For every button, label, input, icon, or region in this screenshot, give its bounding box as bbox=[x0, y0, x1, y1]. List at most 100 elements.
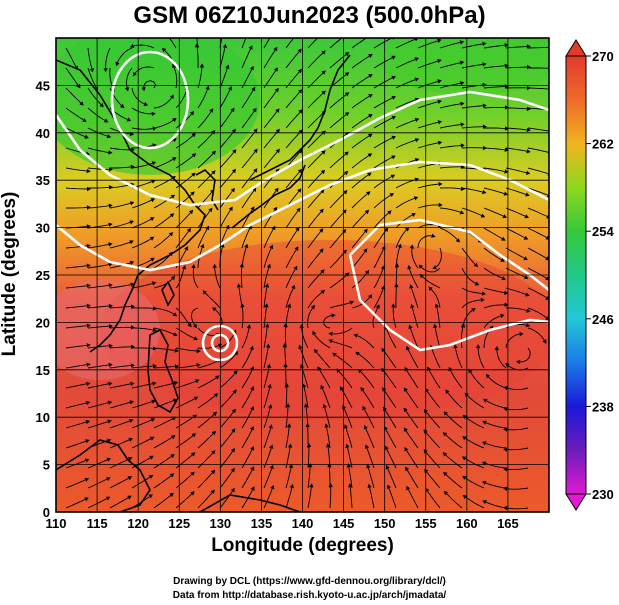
streamline-arrow bbox=[130, 344, 135, 349]
streamline-arrow bbox=[308, 463, 313, 468]
streamline bbox=[411, 307, 419, 329]
streamline-arrow bbox=[250, 466, 255, 471]
streamline bbox=[527, 247, 547, 259]
streamline-arrow bbox=[366, 191, 371, 196]
streamline bbox=[307, 152, 324, 169]
streamline bbox=[263, 131, 278, 149]
streamline-arrow bbox=[460, 122, 465, 127]
streamline bbox=[483, 86, 505, 89]
streamline bbox=[285, 249, 297, 269]
streamline-arrow bbox=[437, 140, 443, 145]
streamline-arrow bbox=[269, 444, 274, 449]
streamline-arrow bbox=[169, 473, 175, 478]
streamline-arrow bbox=[284, 383, 289, 387]
streamline-arrow bbox=[174, 364, 179, 369]
streamline bbox=[190, 307, 199, 326]
streamline-arrow bbox=[130, 164, 135, 170]
streamline bbox=[263, 151, 278, 169]
streamline-arrow bbox=[268, 424, 273, 429]
streamline bbox=[241, 190, 255, 209]
streamline bbox=[173, 67, 178, 89]
x-tick-label: 120 bbox=[127, 516, 149, 531]
streamline bbox=[507, 447, 529, 451]
coastline-taiwan bbox=[161, 280, 175, 307]
streamline-arrow bbox=[504, 63, 509, 68]
streamline-arrow bbox=[353, 333, 358, 338]
streamline-arrow bbox=[149, 436, 155, 441]
streamline bbox=[175, 493, 193, 509]
streamline bbox=[153, 234, 171, 249]
streamline bbox=[483, 65, 505, 69]
streamline bbox=[285, 132, 301, 149]
streamline bbox=[439, 145, 461, 149]
streamline bbox=[219, 89, 231, 109]
lat-lon-grid bbox=[56, 38, 549, 512]
streamline bbox=[362, 390, 375, 409]
streamline-arrow bbox=[368, 94, 373, 98]
streamline bbox=[133, 44, 155, 49]
streamline-arrow bbox=[230, 448, 235, 453]
streamline bbox=[65, 498, 86, 509]
streamline bbox=[131, 238, 152, 249]
streamline-arrow bbox=[108, 303, 113, 309]
streamline bbox=[329, 192, 345, 209]
streamline-arrow bbox=[331, 313, 336, 318]
streamline bbox=[425, 411, 441, 429]
streamline-arrow bbox=[231, 428, 236, 433]
streamline-arrow bbox=[108, 362, 113, 368]
streamline-arrow bbox=[283, 323, 288, 328]
streamline bbox=[506, 107, 528, 110]
streamline bbox=[109, 497, 129, 509]
streamline-arrow bbox=[205, 85, 210, 90]
streamline bbox=[507, 507, 529, 510]
streamline-arrow bbox=[268, 404, 273, 409]
streamline bbox=[192, 267, 199, 289]
streamline bbox=[307, 307, 313, 329]
streamline bbox=[372, 307, 379, 329]
streamline-arrow bbox=[298, 89, 303, 94]
streamline-arrow bbox=[387, 210, 392, 215]
streamline bbox=[447, 392, 463, 409]
streamline bbox=[384, 409, 397, 429]
streamline-arrow bbox=[253, 168, 258, 173]
streamline-arrow bbox=[103, 68, 108, 73]
streamline bbox=[351, 212, 367, 229]
streamline-arrow bbox=[525, 292, 530, 297]
streamline-arrow bbox=[460, 186, 465, 191]
streamline bbox=[439, 227, 458, 240]
streamline-arrow bbox=[362, 405, 367, 411]
streamline-arrow bbox=[475, 344, 481, 349]
streamline bbox=[505, 287, 527, 295]
streamline-arrow bbox=[231, 128, 236, 134]
streamline bbox=[87, 421, 109, 429]
streamline-arrow bbox=[344, 112, 350, 117]
streamline-arrow bbox=[273, 67, 278, 72]
streamline bbox=[219, 450, 234, 469]
streamline-arrow bbox=[106, 438, 112, 443]
streamline-arrow bbox=[297, 68, 302, 74]
streamline-arrow bbox=[523, 235, 529, 240]
streamline bbox=[367, 467, 375, 489]
streamline-arrow bbox=[211, 130, 216, 135]
streamline-arrow bbox=[519, 331, 524, 337]
streamline bbox=[527, 167, 549, 175]
streamline bbox=[197, 395, 216, 409]
streamline-arrow bbox=[431, 233, 436, 238]
streamline-arrow bbox=[482, 103, 487, 108]
streamline-arrow bbox=[128, 437, 133, 442]
streamline-arrow bbox=[298, 109, 303, 114]
streamline-arrow bbox=[328, 483, 333, 487]
streamline bbox=[87, 107, 106, 121]
streamline bbox=[485, 422, 507, 429]
streamline-arrow bbox=[302, 383, 307, 388]
streamline bbox=[527, 127, 549, 132]
streamline-arrow bbox=[482, 41, 487, 46]
streamline-arrow bbox=[84, 458, 90, 463]
streamline-arrow bbox=[342, 249, 347, 254]
streamline bbox=[357, 335, 375, 349]
streamline bbox=[204, 292, 221, 309]
streamline-arrow bbox=[285, 403, 291, 408]
streamline-arrow bbox=[391, 115, 396, 120]
streamline-arrow bbox=[405, 466, 410, 472]
streamline bbox=[486, 400, 507, 409]
